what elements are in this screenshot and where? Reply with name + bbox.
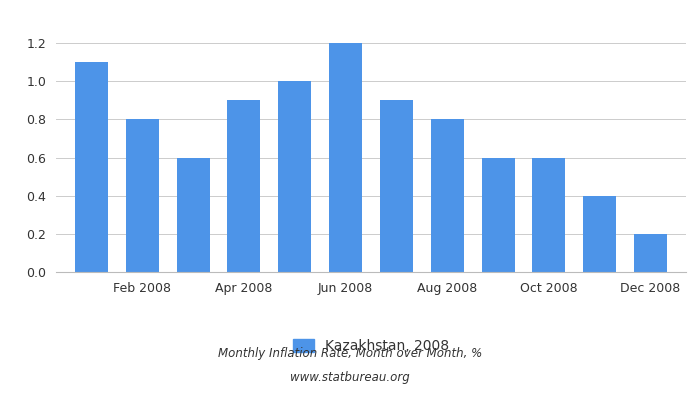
Bar: [126, 119, 159, 272]
Bar: [634, 234, 667, 272]
Bar: [532, 158, 566, 272]
Bar: [176, 158, 210, 272]
Bar: [75, 62, 108, 272]
Bar: [329, 43, 362, 272]
Bar: [583, 196, 616, 272]
Bar: [380, 100, 413, 272]
Bar: [279, 81, 312, 272]
Text: Monthly Inflation Rate, Month over Month, %: Monthly Inflation Rate, Month over Month…: [218, 348, 482, 360]
Bar: [430, 119, 463, 272]
Bar: [228, 100, 260, 272]
Legend: Kazakhstan, 2008: Kazakhstan, 2008: [288, 334, 454, 359]
Text: www.statbureau.org: www.statbureau.org: [290, 372, 410, 384]
Bar: [482, 158, 514, 272]
